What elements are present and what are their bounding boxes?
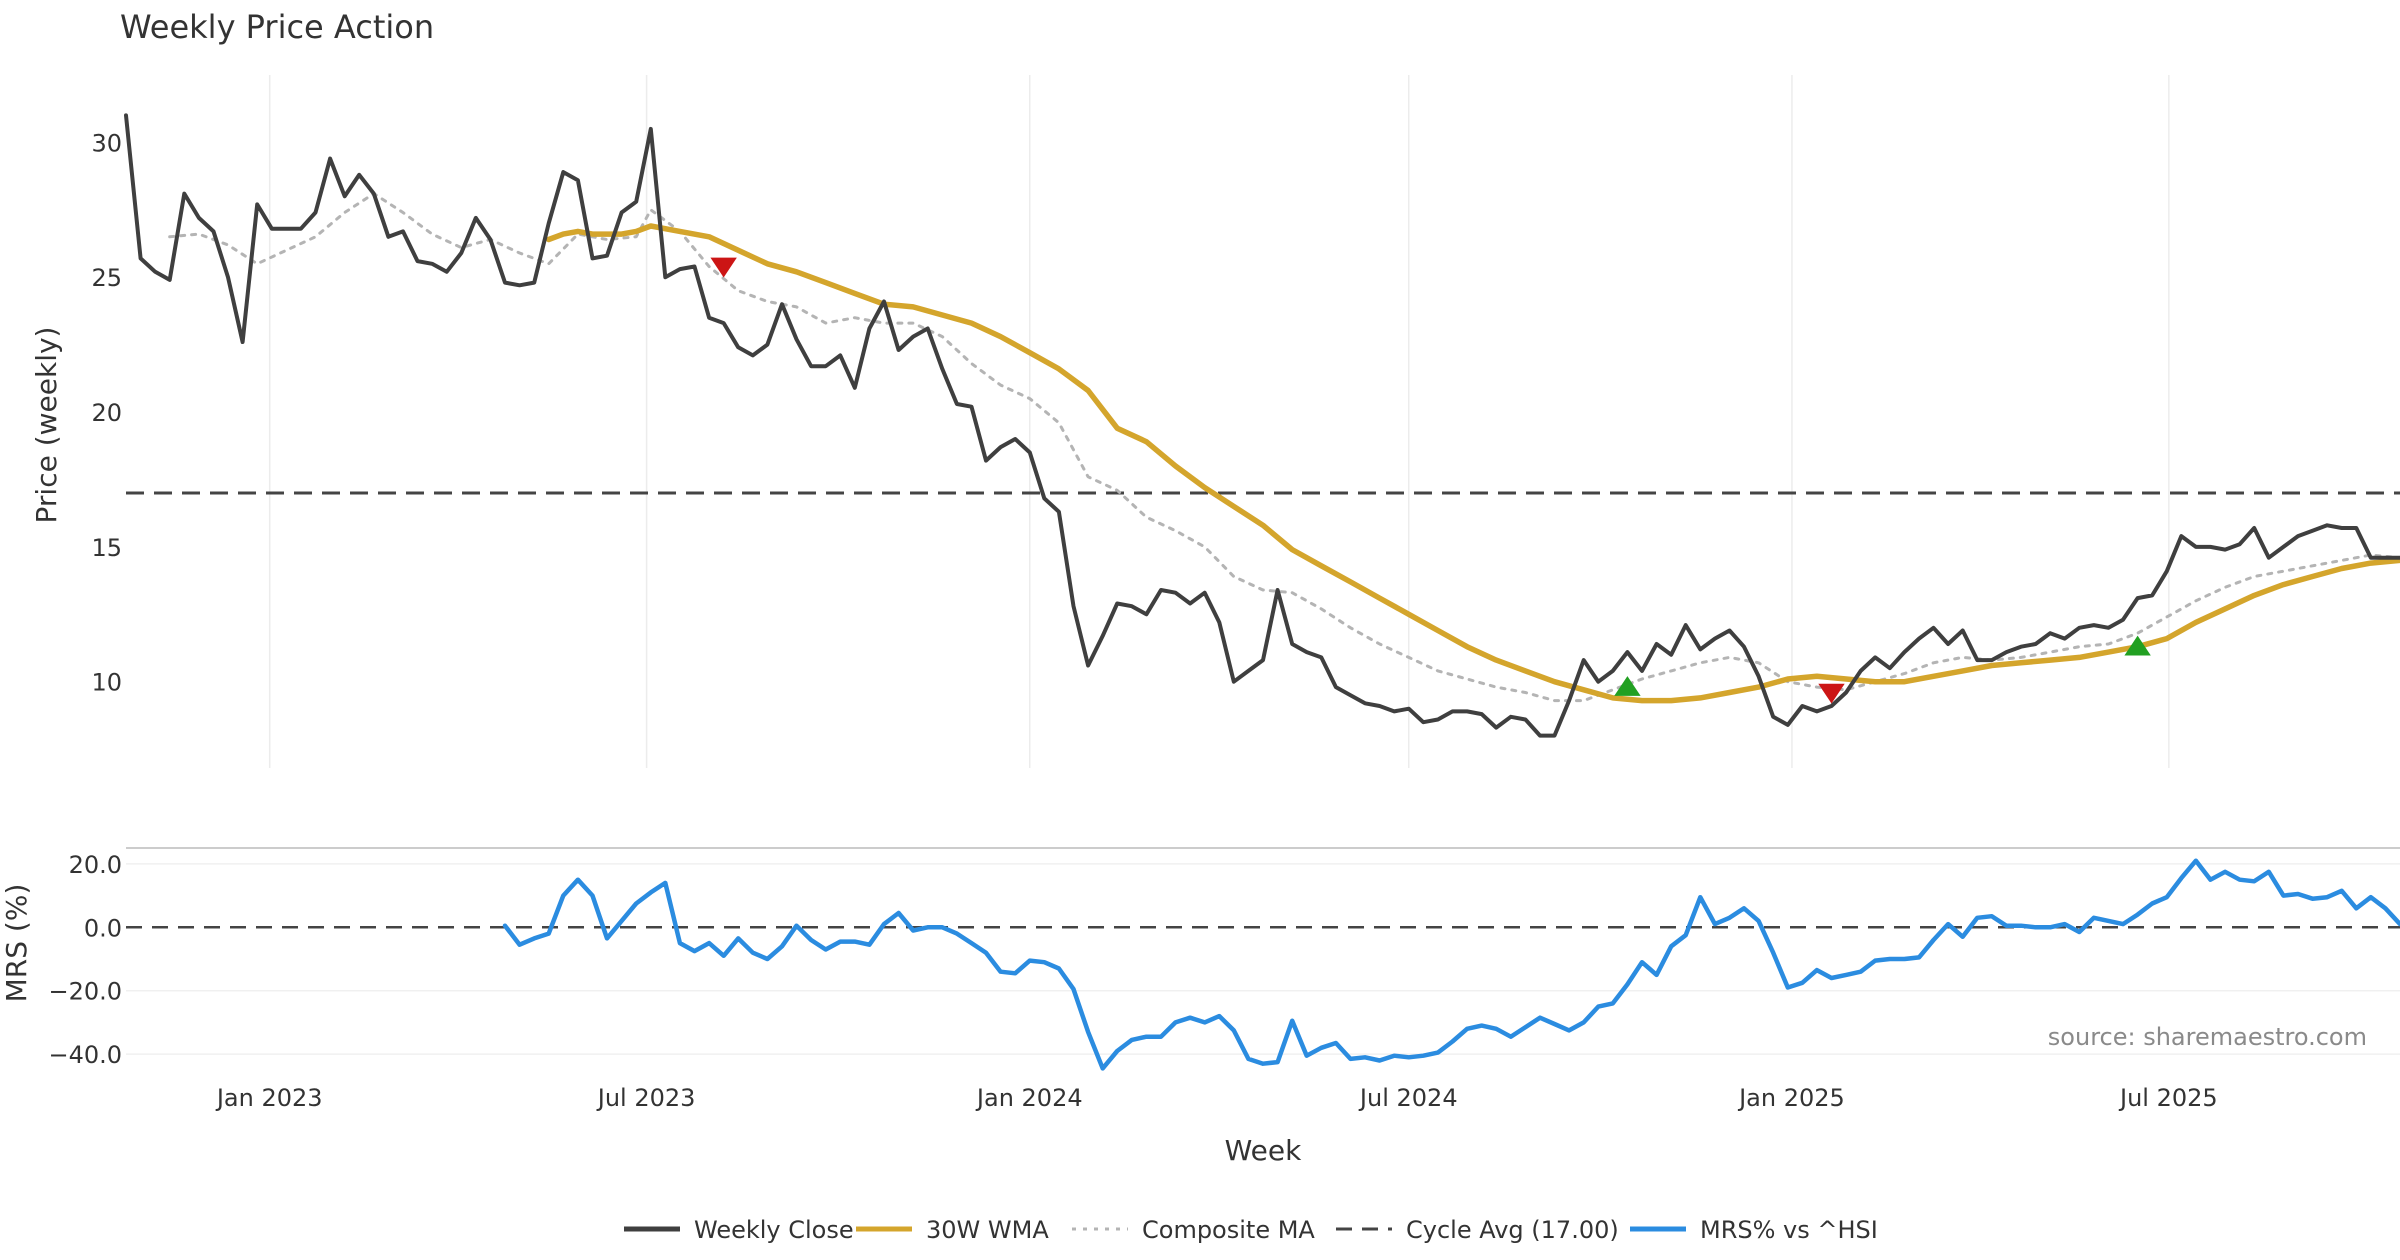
legend: Weekly Close 30W WMA Composite MA Cycle Avg… <box>624 1216 1878 1244</box>
x-tick-label-jan-2025: Jan 2025 <box>1737 1084 1845 1112</box>
x-axis-label: Week <box>1225 1134 1302 1167</box>
buy-signal-marker-4 <box>2124 635 2151 656</box>
legend-label-cycle-avg-17-00: Cycle Avg (17.00) <box>1406 1216 1619 1244</box>
price-y-tick-label: 15 <box>91 534 122 562</box>
price-y-tick-label: 20 <box>91 399 122 427</box>
mrs-panel: 20.0 0.0 −20.0 −40.0 Jan 2023 Jul 2023 Jan 202… <box>48 847 2400 1112</box>
x-tick-label-jan-2024: Jan 2024 <box>975 1084 1083 1112</box>
chart-title: Weekly Price Action <box>120 8 434 46</box>
price-y-tick-label: 10 <box>91 669 122 697</box>
legend-label-mrs-vs-hsi: MRS% vs ^HSI <box>1700 1216 1878 1244</box>
price-y-tick-label: 25 <box>91 264 122 292</box>
mrs-y-tick-label: −20.0 <box>48 978 122 1006</box>
source-note: source: sharemaestro.com <box>2048 1023 2367 1051</box>
x-tick-label-jan-2023: Jan 2023 <box>215 1084 323 1112</box>
series-30w-wma <box>545 223 2400 704</box>
legend-label-weekly-close: Weekly Close <box>694 1216 854 1244</box>
mrs-y-tick-label: 20.0 <box>69 851 122 879</box>
mrs-y-tick-label: −40.0 <box>48 1041 122 1069</box>
series-mrs-vs-hsi <box>502 858 2400 1071</box>
series-weekly-close <box>124 113 2400 738</box>
legend-item-30w-wma: 30W WMA <box>856 1216 1049 1244</box>
legend-label-30w-wma: 30W WMA <box>926 1216 1049 1244</box>
mrs-y-axis-label: MRS (%) <box>0 884 33 1003</box>
legend-item-weekly-close: Weekly Close <box>624 1216 854 1244</box>
legend-item-composite-ma: Composite MA <box>1072 1216 1315 1244</box>
price-panel: 10 15 20 25 30 <box>91 75 2400 768</box>
legend-label-composite-ma: Composite MA <box>1142 1216 1315 1244</box>
sell-signal-marker-3 <box>1818 683 1845 704</box>
x-tick-label-jul-2024: Jul 2024 <box>1358 1084 1458 1112</box>
mrs-y-tick-label: 0.0 <box>84 914 122 942</box>
sell-signal-marker-1 <box>710 257 737 278</box>
x-tick-label-jul-2025: Jul 2025 <box>2118 1084 2218 1112</box>
buy-signal-marker-2 <box>1614 676 1641 696</box>
legend-item-cycle-avg-17-00: Cycle Avg (17.00) <box>1336 1216 1619 1244</box>
legend-item-mrs-vs-hsi: MRS% vs ^HSI <box>1630 1216 1878 1244</box>
price-y-tick-label: 30 <box>91 129 122 157</box>
x-tick-label-jul-2023: Jul 2023 <box>596 1084 696 1112</box>
price-y-axis-label: Price (weekly) <box>30 327 63 524</box>
